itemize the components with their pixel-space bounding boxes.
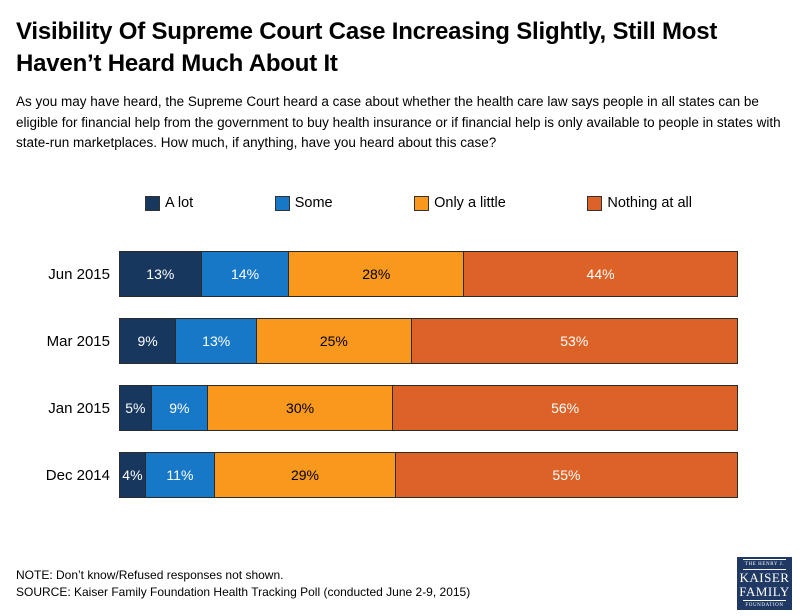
page-title: Visibility Of Supreme Court Case Increas…	[16, 18, 718, 77]
bar-segment-only-a-little: 25%	[256, 318, 412, 365]
legend-item-some: Some	[274, 195, 333, 212]
bar-segment-some: 9%	[150, 385, 208, 432]
logo-henry-text: THE HENRY J.	[744, 562, 785, 568]
logo-foundation-text: FOUNDATION	[745, 602, 784, 608]
bar-segment-a-lot: 13%	[119, 251, 202, 298]
legend-label: Nothing at all	[607, 195, 692, 212]
legend-item-a-lot: A lot	[145, 195, 193, 211]
stacked-bar: 13% 14% 28% 44%	[119, 251, 738, 298]
stacked-bar: 5% 9% 30% 56%	[119, 385, 739, 432]
category-label: Jun 2015	[48, 265, 110, 283]
chart-legend: A lot Some Only a little Nothing at all	[145, 195, 692, 211]
bar-row-jun-2015: Jun 2015 13% 14% 28% 44%	[16, 251, 738, 298]
stacked-bar: 9% 13% 25% 53%	[119, 318, 738, 365]
stacked-bar: 4% 11% 29% 55%	[119, 452, 738, 499]
legend-swatch-icon	[145, 195, 160, 211]
legend-swatch-icon	[274, 195, 290, 211]
legend-item-only-a-little: Only a little	[414, 195, 506, 211]
legend-swatch-icon	[414, 195, 430, 211]
legend-label: Only a little	[434, 195, 506, 212]
legend-swatch-icon	[587, 195, 603, 211]
category-label: Jan 2015	[48, 399, 110, 417]
legend-item-nothing-at-all: Nothing at all	[587, 195, 692, 211]
logo-rule-upper	[743, 569, 786, 571]
bar-segment-some: 11%	[144, 452, 216, 499]
bar-row-mar-2015: Mar 2015 9% 13% 25% 53%	[16, 318, 738, 365]
bar-segment-only-a-little: 30%	[206, 385, 394, 432]
bar-row-jan-2015: Jan 2015 5% 9% 30% 56%	[16, 385, 739, 432]
survey-question-text: As you may have heard, the Supreme Court…	[16, 94, 781, 150]
bar-segment-a-lot: 5%	[119, 385, 152, 432]
category-label: Dec 2014	[45, 466, 110, 484]
bar-segment-a-lot: 9%	[119, 318, 177, 365]
bar-segment-some: 14%	[200, 251, 290, 298]
note-text: NOTE: Don’t know/Refused responses not s…	[16, 568, 284, 583]
stacked-bar-chart: Jun 2015 13% 14% 28% 44% Mar 2015 9% 13% 25% 53% J…	[16, 251, 739, 499]
bar-segment-nothing-at-all: 56%	[392, 385, 739, 432]
legend-label: A lot	[165, 195, 194, 212]
bar-row-dec-2014: Dec 2014 4% 11% 29% 55%	[16, 452, 738, 499]
bar-segment-nothing-at-all: 55%	[394, 452, 738, 499]
bar-segment-some: 13%	[175, 318, 258, 365]
kff-logo: THE HENRY J. KAISER FAMILY FOUNDATION	[737, 557, 792, 610]
logo-kaiser-text: KAISER	[739, 570, 790, 586]
bar-segment-only-a-little: 28%	[288, 251, 465, 298]
logo-rule-top	[743, 559, 786, 561]
bar-segment-nothing-at-all: 44%	[463, 251, 738, 298]
footer-notes: NOTE: Don’t know/Refused responses not s…	[16, 567, 470, 601]
bar-segment-nothing-at-all: 53%	[410, 318, 738, 365]
logo-family-text: FAMILY	[739, 584, 790, 599]
bar-segment-only-a-little: 29%	[214, 452, 396, 499]
source-text: SOURCE: Kaiser Family Foundation Health …	[16, 585, 471, 600]
legend-label: Some	[294, 195, 333, 212]
bar-segment-a-lot: 4%	[119, 452, 146, 499]
category-label: Mar 2015	[46, 332, 110, 350]
